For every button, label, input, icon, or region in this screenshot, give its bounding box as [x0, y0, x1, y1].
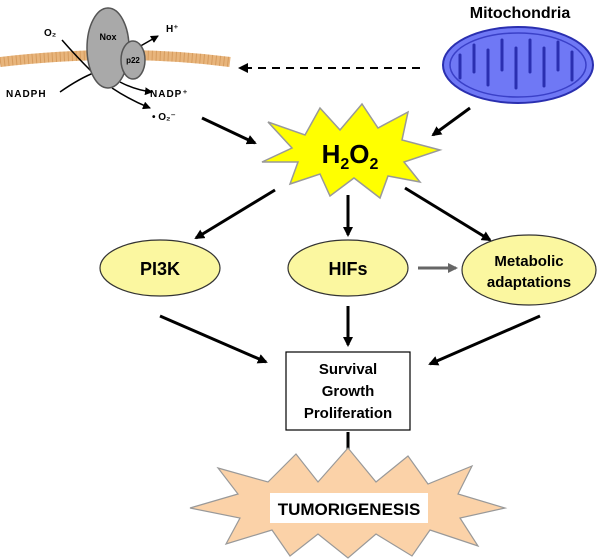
metabolic-node: Metabolic adaptations: [462, 235, 596, 305]
p22-label: p22: [126, 56, 140, 65]
metabolic-label-line1: Metabolic: [494, 253, 563, 270]
mitochondria-icon: [443, 27, 593, 103]
h2o2-to-pi3k-arrow: [196, 190, 275, 238]
nadph-input-curve: [60, 72, 96, 92]
hifs-label: HIFs: [328, 259, 367, 279]
nadp-output-arrow: [120, 82, 152, 92]
h-plus-label: H⁺: [166, 24, 179, 35]
tumorigenesis-label: TUMORIGENESIS: [278, 500, 421, 519]
outcome-line2: Growth: [322, 383, 375, 400]
nox-to-h2o2-arrow: [202, 118, 255, 143]
nadp-plus-label: NADP⁺: [150, 89, 189, 100]
o2-label: O₂: [44, 28, 56, 39]
nox-label: Nox: [99, 32, 116, 42]
mito-to-h2o2-arrow: [433, 108, 470, 135]
outcome-box: Survival Growth Proliferation: [286, 352, 410, 430]
nox-protein: [87, 8, 129, 88]
pi3k-node: PI3K: [100, 240, 220, 296]
hifs-node: HIFs: [288, 240, 408, 296]
pi3k-label: PI3K: [140, 259, 180, 279]
nadph-label: NADPH: [6, 89, 47, 100]
pi3k-to-outcome-arrow: [160, 316, 266, 362]
mitochondria-label: Mitochondria: [470, 5, 571, 22]
metabolic-label-line2: adaptations: [487, 274, 571, 291]
outcome-line3: Proliferation: [304, 405, 392, 422]
superoxide-label: • O₂⁻: [152, 112, 176, 123]
h2o2-to-metabolic-arrow: [405, 188, 490, 240]
metabolic-to-outcome-arrow: [430, 316, 540, 364]
outcome-line1: Survival: [319, 361, 377, 378]
